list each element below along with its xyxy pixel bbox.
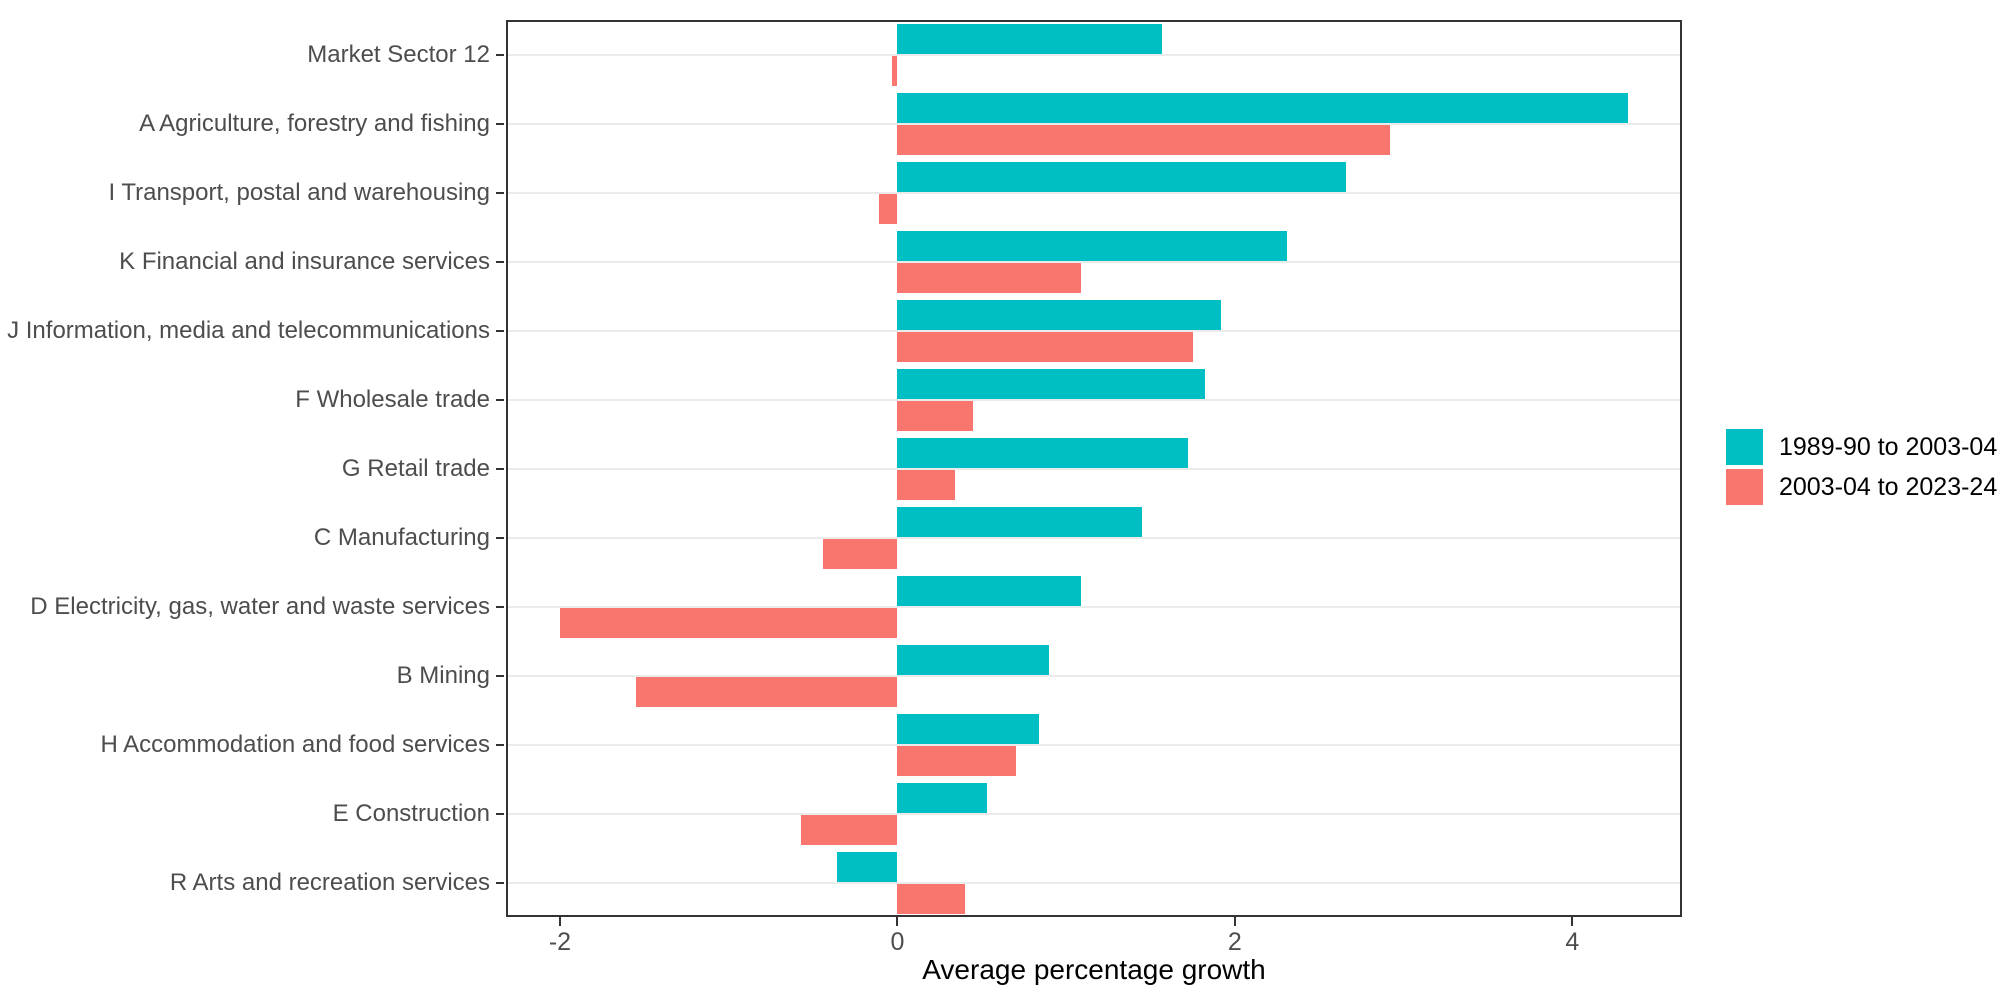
- bar-period1: [897, 437, 1188, 468]
- bar-period1: [897, 161, 1347, 192]
- grid-line: [506, 536, 1682, 539]
- y-axis-label: I Transport, postal and warehousing: [108, 178, 490, 206]
- x-tick-label: 0: [890, 928, 905, 956]
- y-axis-label: J Information, media and telecommunicati…: [7, 316, 490, 344]
- bar-period1: [897, 299, 1222, 330]
- bar-period1: [897, 713, 1040, 744]
- y-tick-mark: [496, 467, 504, 470]
- x-axis-title: Average percentage growth: [922, 954, 1266, 985]
- y-axis-label: K Financial and insurance services: [119, 247, 490, 275]
- legend-label: 1989-90 to 2003-04: [1779, 432, 1998, 461]
- y-axis-label: F Wholesale trade: [295, 385, 490, 413]
- grid-line: [506, 605, 1682, 608]
- bar-period2: [892, 55, 898, 86]
- bar-period2: [801, 814, 898, 845]
- grid-line: [506, 260, 1682, 263]
- x-tick-label: -2: [548, 928, 572, 956]
- y-axis-label: D Electricity, gas, water and waste serv…: [30, 592, 490, 620]
- bar-period2: [897, 883, 965, 914]
- grid-line: [506, 398, 1682, 401]
- y-axis-label: Market Sector 12: [307, 40, 490, 68]
- bar-period1: [897, 368, 1205, 399]
- grid-line: [506, 674, 1682, 677]
- legend-label: 2003-04 to 2023-24: [1779, 472, 1998, 501]
- bar-period2: [878, 193, 898, 224]
- grid-line: [506, 122, 1682, 125]
- grid-line: [506, 467, 1682, 470]
- bar-period1: [897, 23, 1163, 54]
- x-tick-label: 4: [1565, 928, 1580, 956]
- bar-period2: [897, 331, 1193, 362]
- y-tick-mark: [496, 191, 504, 194]
- y-axis-label: B Mining: [396, 661, 490, 689]
- y-axis-label: E Construction: [332, 799, 490, 827]
- bar-period1: [897, 644, 1050, 675]
- y-axis-label: H Accommodation and food services: [100, 730, 490, 758]
- y-tick-mark: [496, 536, 504, 539]
- grid-line: [506, 881, 1682, 884]
- grid-line: [506, 191, 1682, 194]
- legend-key-swatch: [1726, 429, 1763, 465]
- x-tick-mark: [1233, 917, 1236, 926]
- y-tick-mark: [496, 881, 504, 884]
- bar-period2: [823, 538, 898, 569]
- y-tick-mark: [496, 260, 504, 263]
- plot-panel: [506, 20, 1682, 917]
- bar-period2: [897, 124, 1391, 155]
- y-tick-mark: [496, 743, 504, 746]
- x-tick-mark: [558, 917, 561, 926]
- bar-period1: [897, 92, 1628, 123]
- grid-line: [506, 812, 1682, 815]
- legend-item: 2003-04 to 2023-24: [1726, 469, 1997, 505]
- y-tick-mark: [496, 605, 504, 608]
- x-tick-mark: [1571, 917, 1574, 926]
- y-axis-label: G Retail trade: [341, 454, 490, 482]
- bar-period2: [635, 676, 898, 707]
- y-tick-mark: [496, 812, 504, 815]
- bar-period1: [897, 575, 1082, 606]
- bar-period2: [897, 262, 1082, 293]
- bar-period2: [897, 469, 955, 500]
- bar-period1: [836, 851, 898, 882]
- grid-line: [506, 329, 1682, 332]
- bar-period2: [897, 745, 1016, 776]
- grid-line: [506, 53, 1682, 56]
- bar-period2: [897, 400, 974, 431]
- legend: 1989-90 to 2003-04 2003-04 to 2023-24: [1726, 429, 1997, 509]
- bar-period1: [897, 506, 1143, 537]
- y-tick-mark: [496, 674, 504, 677]
- grid-line: [506, 743, 1682, 746]
- legend-key-swatch: [1726, 469, 1763, 505]
- y-tick-mark: [496, 122, 504, 125]
- y-axis-label: C Manufacturing: [313, 523, 490, 551]
- bar-period1: [897, 782, 987, 813]
- bar-period2: [559, 607, 898, 638]
- y-axis-label: R Arts and recreation services: [169, 868, 490, 896]
- bar-period1: [897, 230, 1288, 261]
- y-tick-mark: [496, 398, 504, 401]
- y-tick-mark: [496, 329, 504, 332]
- y-tick-mark: [496, 53, 504, 56]
- legend-item: 1989-90 to 2003-04: [1726, 429, 1997, 465]
- x-tick-mark: [896, 917, 899, 926]
- y-axis-label: A Agriculture, forestry and fishing: [139, 109, 490, 137]
- x-tick-label: 2: [1227, 928, 1242, 956]
